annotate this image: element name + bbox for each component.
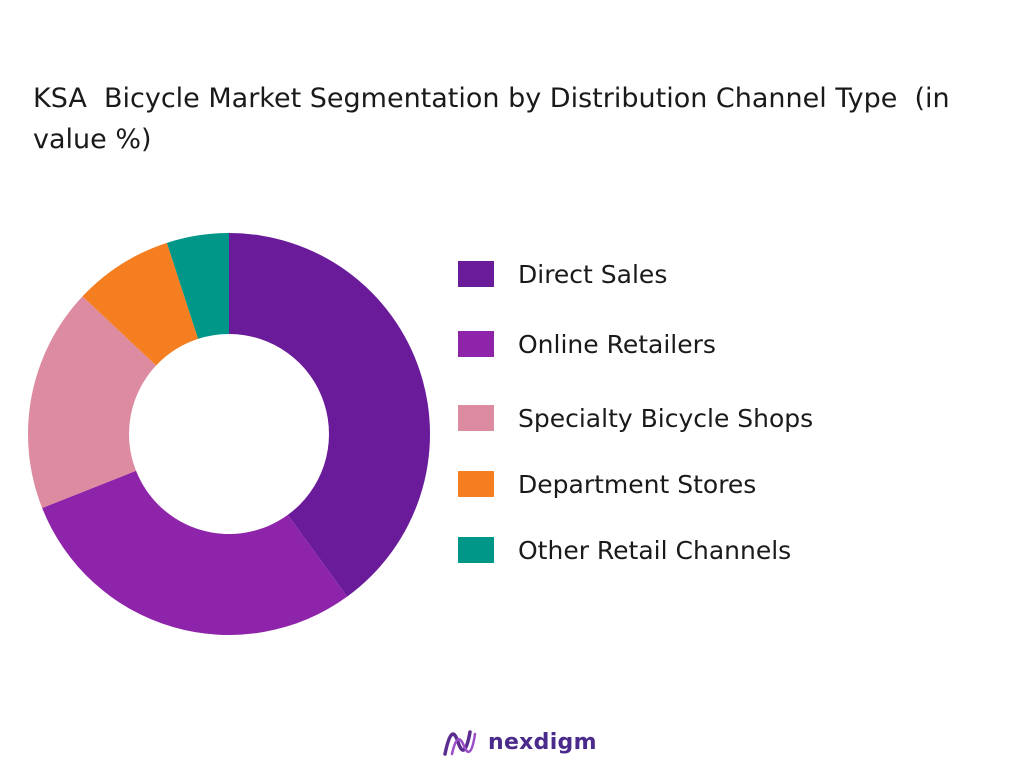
legend-swatch — [458, 471, 494, 497]
legend-swatch — [458, 537, 494, 563]
legend-swatch — [458, 405, 494, 431]
legend-item-other-retail-channels: Other Retail Channels — [458, 534, 791, 566]
donut-slice-online-retailers — [42, 470, 348, 635]
legend-label: Other Retail Channels — [518, 535, 792, 565]
brand-logo: nexdigm — [442, 722, 597, 762]
legend-label: Department Stores — [518, 469, 757, 499]
legend-label: Specialty Bicycle Shops — [518, 403, 814, 433]
donut-slices — [27, 233, 430, 635]
legend-label: Online Retailers — [518, 329, 716, 359]
chart-title: KSA Bicycle Market Segmentation by Distr… — [33, 83, 959, 155]
legend-item-specialty-bicycle-shops: Specialty Bicycle Shops — [458, 402, 813, 434]
legend-swatch — [458, 331, 494, 357]
legend-item-direct-sales: Direct Sales — [458, 258, 667, 290]
legend-item-online-retailers: Online Retailers — [458, 328, 716, 360]
donut-slice-other-retail-channels — [166, 233, 229, 339]
legend-item-department-stores: Department Stores — [458, 468, 756, 500]
donut-slice-direct-sales — [229, 233, 430, 597]
donut-slice-department-stores — [82, 242, 199, 366]
nexdigm-logo-icon — [443, 730, 477, 756]
legend-label: Direct Sales — [518, 259, 668, 289]
brand-name: nexdigm — [488, 729, 597, 755]
legend-swatch — [458, 261, 494, 287]
donut-slice-specialty-bicycle-shops — [27, 296, 157, 508]
